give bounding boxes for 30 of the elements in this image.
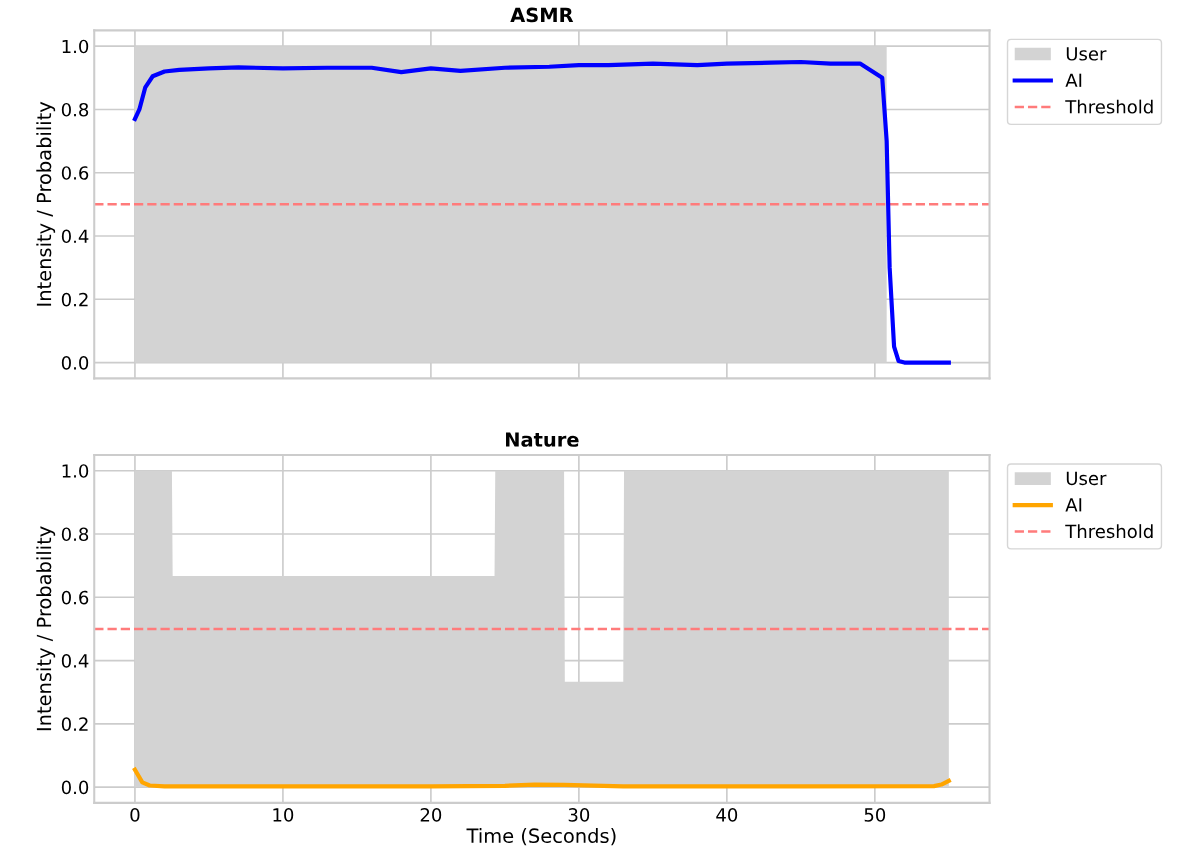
x-axis-title: Time (Seconds) [466, 828, 616, 846]
legend-label: Threshold [1065, 524, 1153, 539]
chart-title: ASMR [510, 7, 574, 23]
y-tick-label: 0.6 [61, 166, 89, 180]
y-axis-title: Intensity / Probability [36, 101, 56, 306]
x-tick-label: 20 [420, 808, 442, 822]
y-tick-label: 1.0 [62, 464, 89, 478]
legend-label: AI [1065, 73, 1082, 87]
legend-label: User [1066, 47, 1107, 61]
y-tick-label: 1.0 [62, 39, 89, 54]
chart-title: Nature [506, 432, 579, 447]
y-tick-label: 0.2 [61, 292, 88, 307]
legend-label: User [1066, 471, 1107, 486]
legend-label: Threshold [1065, 99, 1153, 114]
x-tick-label: 10 [273, 808, 294, 822]
y-axis-title: Intensity / Probability [36, 526, 56, 731]
x-tick-label: 50 [864, 808, 886, 822]
y-tick-label: 0.4 [61, 654, 89, 668]
y-tick-label: 0.8 [61, 102, 89, 117]
x-tick-label: 0 [130, 808, 140, 822]
x-tick-label: 30 [568, 808, 590, 822]
y-tick-label: 0.0 [61, 780, 89, 795]
y-tick-label: 0.8 [61, 527, 89, 542]
y-tick-label: 0.4 [61, 229, 89, 244]
y-tick-label: 0.2 [61, 717, 88, 731]
y-tick-label: 0.0 [61, 356, 89, 370]
legend-label: AI [1065, 498, 1082, 512]
y-tick-label: 0.6 [61, 590, 89, 605]
line-series [132, 767, 951, 789]
x-tick-label: 40 [716, 808, 738, 822]
